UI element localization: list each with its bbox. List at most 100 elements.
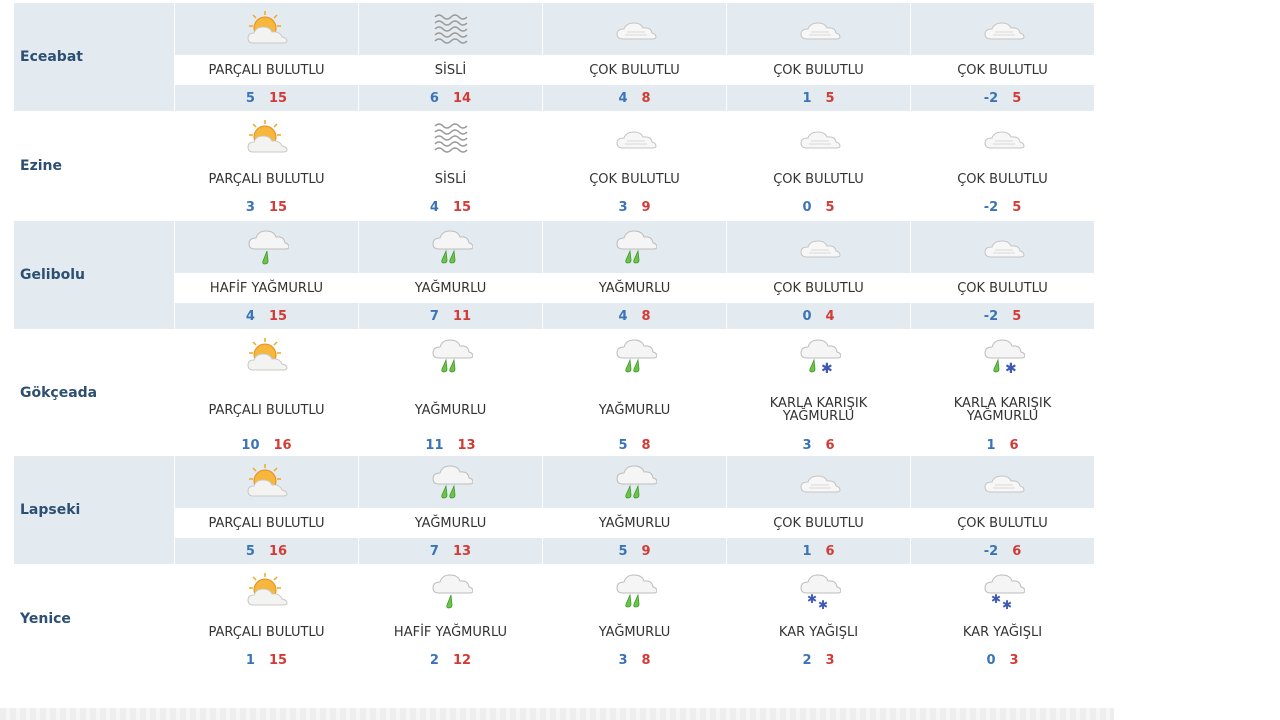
temperature-range: 11 13 [359,438,542,456]
max-temperature: 16 [268,543,288,559]
forecast-day-cell: YAĞMURLU 5 8 [542,330,726,456]
max-temperature: 8 [641,652,651,668]
weather-description: ÇOK BULUTLU [957,280,1048,296]
city-name: Lapseki [14,456,174,564]
weather-icon-band [175,456,358,508]
temperature-range: 6 14 [359,85,542,111]
min-temperature: 1 [802,543,812,559]
min-temperature: 5 [618,437,628,453]
min-temperature: 0 [986,652,996,668]
weather-icon-band [543,456,726,508]
cloudy-icon [613,118,657,158]
min-temperature: 1 [986,437,996,453]
cloudy-icon [613,9,657,49]
city-name: Eceabat [14,3,174,111]
weather-icon-band [359,221,542,273]
weather-icon-band: ✱ [911,330,1094,382]
min-temperature: 2 [802,652,812,668]
cloudy-icon [981,9,1025,49]
weather-icon-band: ✱ ✱ [727,565,910,617]
forecast-day-cell: ✱ ✱ KAR YAĞIŞLI 2 3 [726,565,910,673]
min-temperature: 0 [802,199,812,215]
max-temperature: 4 [825,308,835,324]
min-temperature: 4 [618,308,628,324]
weather-icon-band [911,456,1094,508]
min-temperature: 5 [618,543,628,559]
max-temperature: 9 [641,543,651,559]
forecast-day-cell: YAĞMURLU 11 13 [358,330,542,456]
weather-description: KARLA KARIŞIK YAĞMURLU [953,396,1052,424]
weather-description: ÇOK BULUTLU [773,280,864,296]
city-name: Yenice [20,611,71,627]
cloudy-icon [797,118,841,158]
partly-cloudy-sun-icon [245,9,289,49]
partly-cloudy-sun-icon [245,571,289,611]
cloudy-icon [797,227,841,267]
weather-description: ÇOK BULUTLU [957,171,1048,187]
min-temperature: 1 [802,90,812,106]
max-temperature: 15 [268,308,288,324]
max-temperature: 3 [825,652,835,668]
svg-text:✱: ✱ [821,361,833,376]
forecast-day-cell: PARÇALI BULUTLU 3 15 [174,112,358,220]
weather-icon-band [175,112,358,164]
rain-icon [429,336,473,376]
rain-icon [429,462,473,502]
forecast-day-cell: ÇOK BULUTLU -2 5 [910,3,1094,111]
weather-icon-band: ✱ ✱ [911,565,1094,617]
max-temperature: 8 [641,437,651,453]
weather-description: KAR YAĞIŞLI [778,624,859,640]
cloudy-icon [981,462,1025,502]
max-temperature: 5 [1012,90,1022,106]
forecast-day-cell: PARÇALI BULUTLU 1 15 [174,565,358,673]
svg-text:✱: ✱ [1002,598,1012,611]
sleet-icon: ✱ [797,336,841,376]
weather-icon-band [543,112,726,164]
temperature-range: 7 11 [359,303,542,329]
min-temperature: -2 [983,90,999,106]
min-temperature: 4 [429,199,439,215]
light-rain-icon [429,571,473,611]
weather-icon-band [175,565,358,617]
min-temperature: -2 [983,308,999,324]
max-temperature: 11 [452,308,472,324]
min-temperature: 5 [245,543,255,559]
max-temperature: 15 [268,199,288,215]
city-row: Lapseki PARÇALI BULUTLU 5 16 YAĞMURLU 7 13 Y… [14,456,1096,564]
weather-description: PARÇALI BULUTLU [208,515,325,531]
max-temperature: 13 [452,543,472,559]
fog-icon [429,9,473,49]
weather-description: ÇOK BULUTLU [957,515,1048,531]
snow-icon: ✱ ✱ [981,571,1025,611]
max-temperature: 3 [1009,652,1019,668]
weather-icon-band [727,456,910,508]
max-temperature: 5 [825,90,835,106]
cloudy-icon [797,462,841,502]
weather-description: SİSLİ [434,62,467,78]
forecast-day-cell: PARÇALI BULUTLU 10 16 [174,330,358,456]
forecast-day-cell: ÇOK BULUTLU 0 4 [726,221,910,329]
weather-description: ÇOK BULUTLU [773,62,864,78]
cloudy-icon [797,9,841,49]
cloudy-icon [981,118,1025,158]
weather-description: HAFİF YAĞMURLU [209,280,324,296]
weather-icon-band [359,456,542,508]
weather-icon-band [543,565,726,617]
forecast-day-cell: YAĞMURLU 7 13 [358,456,542,564]
fog-icon [429,118,473,158]
max-temperature: 6 [825,437,835,453]
weather-description: YAĞMURLU [414,402,487,418]
forecast-day-cell: PARÇALI BULUTLU 5 15 [174,3,358,111]
weather-description: PARÇALI BULUTLU [208,402,325,418]
temperature-range: 4 15 [359,194,542,220]
forecast-day-cell: PARÇALI BULUTLU 5 16 [174,456,358,564]
forecast-day-cell: YAĞMURLU 3 8 [542,565,726,673]
weather-icon-band [727,3,910,55]
min-temperature: 2 [429,652,439,668]
